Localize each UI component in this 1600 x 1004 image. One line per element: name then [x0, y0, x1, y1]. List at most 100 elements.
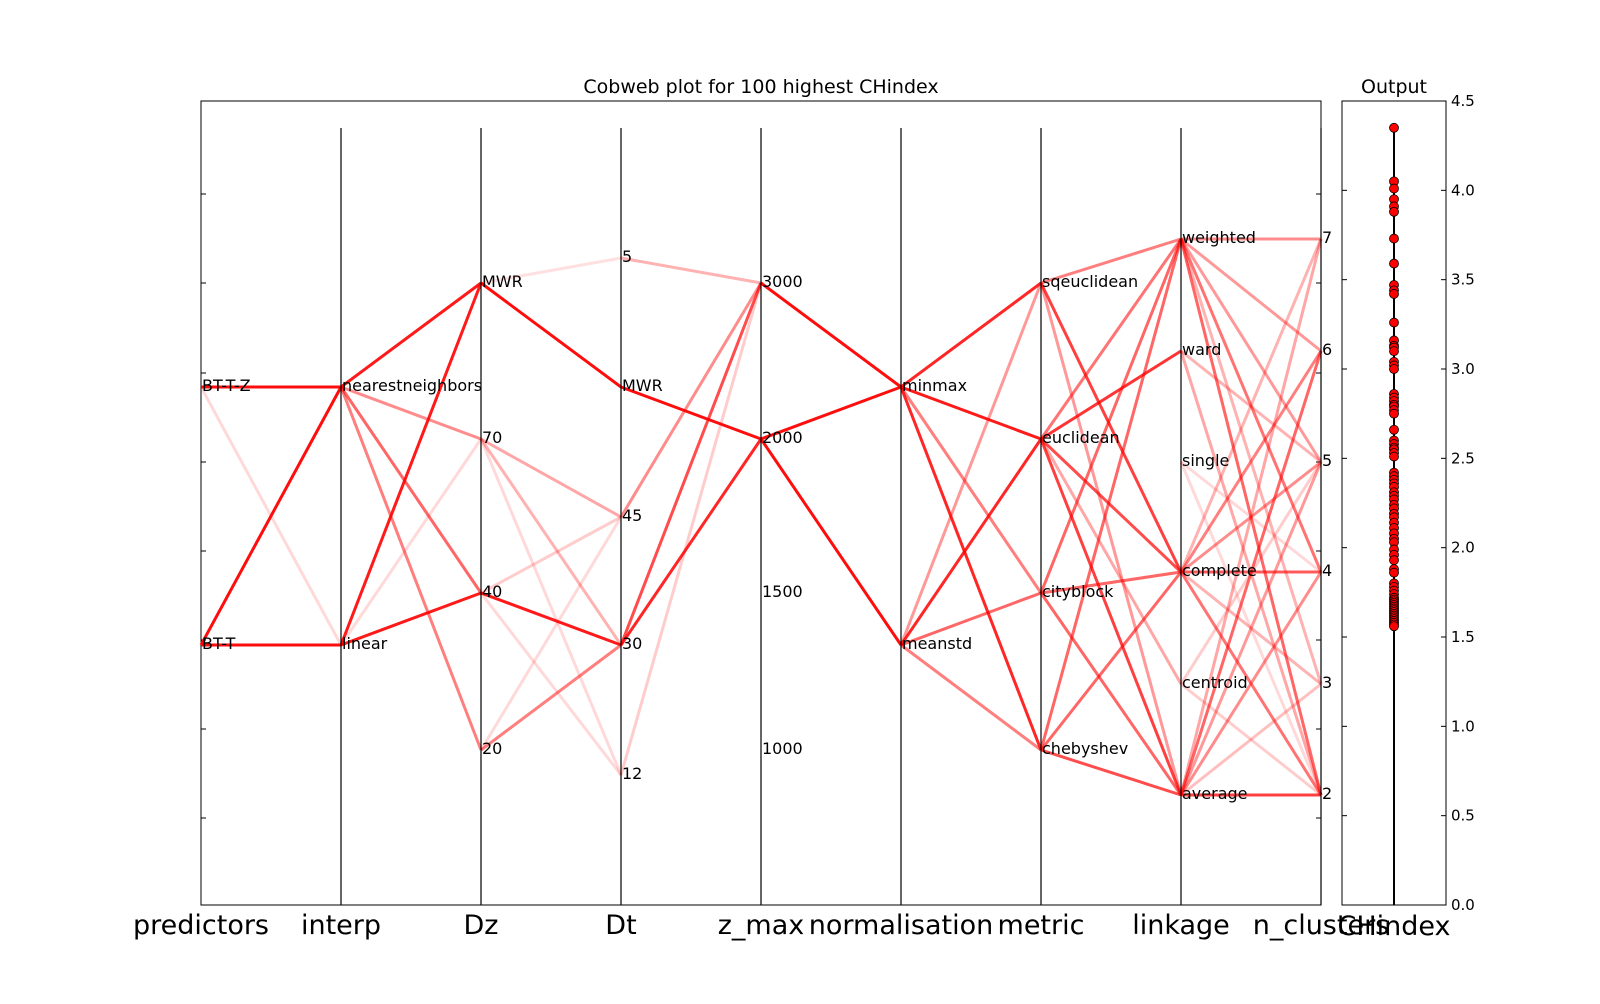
cobweb-segment-normalisation-meanstd-to-chebyshev	[900, 643, 1042, 752]
cobweb-segment-metric-euclidean-to-complete	[1039, 437, 1183, 574]
level-label-linkage-average: average	[1182, 784, 1248, 803]
output-ytick-label-3-5: 3.5	[1451, 271, 1475, 289]
level-label-dt-mwr: MWR	[622, 376, 663, 395]
level-label-n-clusters-5: 5	[1322, 451, 1332, 470]
cobweb-segment-dz-20-to-30	[480, 643, 622, 752]
output-ytick-label-1-5: 1.5	[1451, 628, 1475, 646]
cobweb-segment-z-max-2000-to-minmax	[760, 385, 902, 441]
output-point-54	[1389, 567, 1399, 578]
level-label-z-max-1500: 1500	[762, 582, 803, 601]
level-label-dt-5: 5	[622, 247, 632, 266]
axis-name-dt: Dt	[605, 910, 636, 941]
output-point-6	[1389, 233, 1399, 244]
cobweb-segment-interp-nearestneighbors-to-40	[339, 386, 483, 594]
output-ytick-label-2-0: 2.0	[1451, 539, 1475, 557]
cobweb-segment-interp-linear-to-mwr	[339, 282, 483, 646]
cobweb-segment-dz-70-to-12	[479, 438, 623, 776]
cobweb-segment-linkage-centroid-to-2	[1180, 682, 1322, 797]
level-label-dz-20: 20	[482, 739, 502, 758]
cobweb-segment-linkage-complete-to-7	[1179, 238, 1323, 573]
output-point-5	[1389, 206, 1399, 217]
axis-name-interp: interp	[301, 910, 381, 941]
cobweb-segment-dz-40-to-45	[480, 515, 622, 595]
output-point-2	[1389, 183, 1399, 194]
level-label-predictors-bt-t-z: BT-T-Z	[202, 376, 251, 395]
level-label-predictors-bt-t: BT-T	[202, 634, 236, 653]
cobweb-segment-metric-sqeuclidean-to-weighted	[1040, 237, 1182, 285]
level-label-normalisation-meanstd: meanstd	[902, 634, 972, 653]
level-label-z-max-3000: 3000	[762, 272, 803, 291]
cobweb-segment-dz-20-to-45	[479, 516, 623, 751]
level-label-metric-sqeuclidean: sqeuclidean	[1042, 272, 1138, 291]
output-point-0	[1389, 122, 1399, 133]
cobweb-segment-linkage-single-to-2	[1179, 461, 1323, 796]
cobweb-segment-z-max-3000-to-minmax	[760, 281, 902, 389]
level-label-z-max-1000: 1000	[762, 739, 803, 758]
cobweb-segment-dz-40-to-30	[480, 591, 622, 647]
output-ytick-label-3-0: 3.0	[1451, 360, 1475, 378]
cobweb-segment-linkage-average-to-4	[1179, 571, 1323, 796]
output-point-7	[1389, 258, 1399, 269]
cobweb-segment-dt-5-to-3000	[620, 256, 762, 285]
cobweb-frame-ticks	[201, 193, 1321, 819]
level-label-linkage-complete: complete	[1182, 561, 1257, 580]
output-point-75	[1389, 621, 1399, 632]
cobweb-segment-metric-chebyshev-to-complete	[1039, 571, 1183, 751]
level-label-n-clusters-3: 3	[1322, 673, 1332, 692]
cobweb-segment-linkage-weighted-to-2	[1179, 238, 1323, 796]
level-label-metric-euclidean: euclidean	[1042, 428, 1120, 447]
output-points	[1389, 122, 1399, 632]
level-label-linkage-centroid: centroid	[1182, 673, 1248, 692]
level-label-dz-mwr: MWR	[482, 272, 523, 291]
cobweb-segment-dt-30-to-2000	[619, 438, 763, 646]
level-label-metric-cityblock: cityblock	[1042, 582, 1114, 601]
level-label-normalisation-minmax: minmax	[902, 376, 967, 395]
output-ytick-label-1-0: 1.0	[1451, 717, 1475, 735]
cobweb-segment-metric-euclidean-to-centroid	[1039, 438, 1183, 685]
level-label-linkage-ward: ward	[1182, 340, 1221, 359]
level-label-metric-chebyshev: chebyshev	[1042, 739, 1128, 758]
cobweb-segment-metric-euclidean-to-weighted	[1039, 238, 1183, 440]
cobweb-segment-linkage-ward-to-5	[1180, 349, 1322, 464]
cobweb-segment-dz-mwr-to-mwr	[480, 281, 622, 389]
cobweb-segment-metric-cityblock-to-complete	[1040, 570, 1182, 595]
cobweb-segment-normalisation-meanstd-to-euclidean	[899, 438, 1043, 646]
cobweb-segment-linkage-weighted-to-4	[1179, 238, 1323, 573]
axis-name-linkage: linkage	[1132, 910, 1230, 941]
output-point-10	[1389, 289, 1399, 299]
cobweb-segment-interp-nearestneighbors-to-70	[340, 385, 482, 441]
cobweb-segment-metric-sqeuclidean-to-average	[1039, 282, 1183, 796]
cobweb-lines	[199, 237, 1323, 797]
level-label-dt-12: 12	[622, 764, 642, 783]
cobweb-axes	[340, 128, 1322, 905]
output-plot-title: Output	[1361, 76, 1427, 98]
cobweb-segment-dz-70-to-30	[479, 438, 623, 646]
level-label-n-clusters-6: 6	[1322, 340, 1332, 359]
output-ytick-label-0-0: 0.0	[1451, 896, 1475, 914]
output-point-32	[1389, 451, 1399, 462]
output-ytick-label-0-5: 0.5	[1451, 807, 1475, 825]
output-point-18	[1389, 364, 1399, 374]
output-point-52	[1389, 555, 1399, 566]
output-ytick-label-4-0: 4.0	[1451, 181, 1475, 199]
axis-name-normalisation: normalisation	[809, 910, 993, 941]
level-label-n-clusters-2: 2	[1322, 784, 1332, 803]
level-label-z-max-2000: 2000	[762, 428, 803, 447]
cobweb-segment-linkage-average-to-5	[1179, 461, 1323, 796]
cobweb-segment-metric-cityblock-to-average	[1039, 592, 1183, 796]
axis-name-n-clusters: n_clusters	[1253, 910, 1390, 941]
level-label-dz-40: 40	[482, 582, 502, 601]
cobweb-segment-predictors-bt-t-to-nearestneighbors	[199, 386, 343, 646]
cobweb-segment-dz-mwr-to-5	[480, 256, 622, 285]
axis-name-metric: metric	[998, 910, 1085, 941]
cobweb-segment-interp-linear-to-40	[340, 591, 482, 647]
cobweb-axis-names: predictors interp Dz Dt z_max normalisation me…	[133, 910, 1389, 941]
output-point-26	[1389, 424, 1399, 435]
axis-name-predictors: predictors	[133, 910, 269, 941]
cobweb-segment-normalisation-minmax-to-chebyshev	[899, 386, 1043, 751]
cobweb-segment-interp-nearestneighbors-to-mwr	[340, 281, 482, 389]
cobweb-segment-normalisation-minmax-to-euclidean	[900, 385, 1042, 441]
cobweb-segment-dz-70-to-45	[480, 437, 622, 519]
